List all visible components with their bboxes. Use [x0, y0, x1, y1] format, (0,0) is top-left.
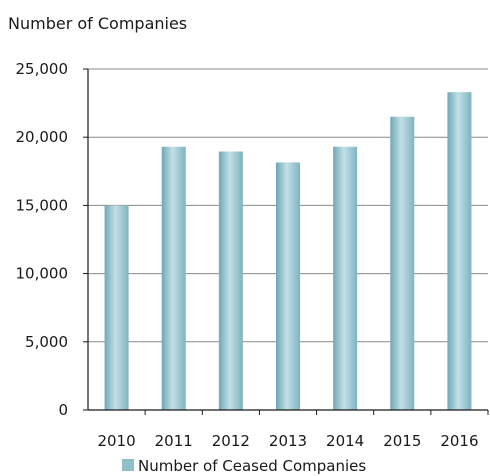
x-tick-label: 2010: [97, 432, 135, 450]
x-tick-label: 2015: [383, 432, 421, 450]
x-tick-label: 2016: [440, 432, 478, 450]
y-tick-label: 25,000: [16, 60, 69, 78]
bar: [447, 92, 472, 411]
legend: Number of Ceased Companies: [122, 457, 366, 475]
x-tick-label: 2014: [326, 432, 364, 450]
axes: [83, 68, 489, 415]
legend-label: Number of Ceased Companies: [138, 457, 366, 475]
x-tick-label: 2013: [269, 432, 307, 450]
y-tick-label: 0: [58, 401, 68, 419]
x-tick-label: 2011: [155, 432, 193, 450]
bar: [161, 146, 186, 411]
legend-swatch: [122, 459, 134, 471]
y-tick-label: 5,000: [25, 333, 68, 351]
bars: [104, 92, 472, 411]
bar: [333, 146, 358, 411]
y-tick-label: 20,000: [16, 128, 69, 146]
x-tick-labels: 2010 2011 2012 2013 2014 2015 2016: [97, 432, 478, 450]
bar: [104, 205, 129, 410]
bar: [276, 162, 300, 410]
x-tick-label: 2012: [212, 432, 250, 450]
bar: [390, 116, 415, 411]
y-tick-label: 10,000: [16, 265, 69, 283]
bar: [218, 151, 243, 410]
y-tick-label: 15,000: [16, 196, 69, 214]
y-tick-labels: 0 5,000 10,000 15,000 20,000 25,000: [16, 60, 69, 419]
y-axis-title: Number of Companies: [8, 14, 187, 33]
